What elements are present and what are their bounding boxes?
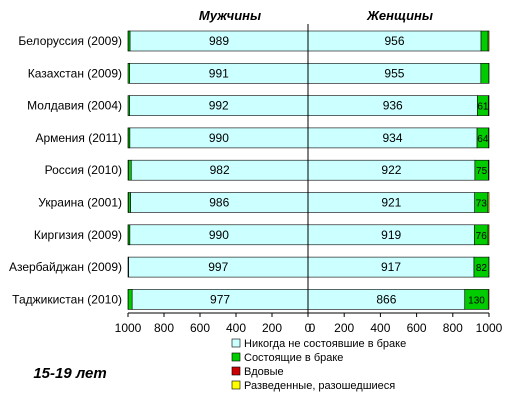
- legend-label: Вдовые: [244, 366, 284, 378]
- tick-label-men: 0: [305, 321, 312, 335]
- tick-label-women: 400: [370, 321, 390, 335]
- tick-label-women: 800: [443, 321, 463, 335]
- value-label-men: 991: [209, 66, 229, 80]
- legend-swatch: [231, 352, 241, 362]
- legend-swatch: [231, 380, 241, 390]
- legend-swatch: [231, 366, 241, 376]
- chart-row: Украина (2001) 986 921 73: [38, 192, 490, 213]
- bar-women-series-3: [488, 95, 490, 116]
- value-label-women: 917: [381, 260, 401, 274]
- tick-label-women: 0: [309, 321, 316, 335]
- bar-men-series-1: [128, 192, 131, 213]
- chart-row: Таджикистан (2010) 977 866 130: [12, 289, 490, 310]
- bar-men-series-1: [127, 95, 130, 116]
- bar-men-series-1: [127, 256, 129, 278]
- value-label-women: 921: [381, 196, 401, 210]
- value-label-women: 919: [381, 228, 401, 242]
- row-label: Киргизия (2009): [34, 228, 122, 242]
- bar-women-series-1: [480, 62, 490, 84]
- bar-women-series-3: [487, 289, 490, 310]
- bar-women-series-3: [487, 224, 490, 246]
- value-label-women: 934: [383, 131, 403, 145]
- value-label-women-married: 75: [476, 166, 488, 177]
- value-label-women-married: 73: [476, 199, 488, 210]
- bar-women-series-3: [487, 30, 490, 52]
- chart-rows: Белоруссия (2009) 989 956 Казахстан (2009) 9…: [9, 30, 490, 310]
- tick-label-men: 800: [154, 321, 174, 335]
- bar-women-series-1: [480, 30, 489, 52]
- chart-row: Казахстан (2009) 991 955: [28, 62, 490, 84]
- legend-label: Никогда не состоявшие в браке: [244, 338, 406, 350]
- row-label: Азербайджан (2009): [9, 260, 122, 274]
- row-label: Белоруссия (2009): [18, 34, 122, 48]
- chart-row: Азербайджан (2009) 997 917 82: [9, 256, 490, 278]
- value-label-women-married: 130: [468, 295, 485, 306]
- age-group-note: 15-19 лет: [33, 365, 106, 382]
- tick-label-men: 600: [190, 321, 210, 335]
- men-panel-title: Мужчины: [199, 8, 261, 23]
- value-label-men: 990: [209, 131, 229, 145]
- chart-row: Россия (2010) 982 922 75: [45, 159, 490, 181]
- value-label-women: 922: [381, 163, 401, 177]
- tick-label-women: 1000: [476, 321, 503, 335]
- tick-label-women: 200: [334, 321, 354, 335]
- value-label-men: 982: [210, 163, 230, 177]
- value-label-women: 866: [376, 292, 396, 306]
- bar-women-series-3: [488, 159, 490, 181]
- legend-label: Разведенные, разошедшиеся: [244, 380, 395, 392]
- chart-legend: Никогда не состоявшие в браке Состоящие в…: [231, 338, 406, 392]
- row-label: Таджикистан (2010): [12, 292, 122, 306]
- row-label: Армения (2011): [35, 131, 122, 145]
- value-label-women: 955: [384, 66, 404, 80]
- value-label-women-married: 61: [477, 102, 489, 113]
- legend-label: Состоящие в браке: [244, 352, 343, 364]
- bar-men-series-1: [128, 159, 132, 181]
- tick-label-women: 600: [407, 321, 427, 335]
- row-label: Казахстан (2009): [28, 66, 122, 80]
- tick-label-men: 200: [262, 321, 282, 335]
- bar-men-series-1: [127, 289, 133, 310]
- bar-women-series-3: [487, 192, 490, 213]
- value-label-women-married: 64: [477, 134, 489, 145]
- value-label-men: 992: [209, 99, 229, 113]
- bar-men-series-1: [127, 62, 130, 84]
- chart-row: Белоруссия (2009) 989 956: [18, 30, 490, 52]
- row-label: Россия (2010): [45, 163, 122, 177]
- value-label-women-married: 76: [476, 231, 488, 242]
- value-label-women: 956: [385, 34, 405, 48]
- value-label-men: 997: [208, 260, 228, 274]
- legend-swatch: [231, 338, 241, 348]
- chart-row: Киргизия (2009) 990 919 76: [34, 224, 490, 246]
- row-label: Молдавия (2004): [27, 99, 122, 113]
- value-label-men: 977: [210, 292, 230, 306]
- value-label-men: 990: [209, 228, 229, 242]
- value-label-men: 986: [209, 196, 229, 210]
- tick-label-men: 1000: [115, 321, 142, 335]
- value-label-women-married: 82: [476, 263, 488, 274]
- chart-row: Молдавия (2004) 992 936 61: [27, 95, 490, 116]
- chart-axes: 1000 800 600 400 200 00 200 400 600 800 1000: [115, 24, 503, 335]
- women-panel-title: Женщины: [366, 8, 433, 23]
- value-label-women: 936: [383, 99, 403, 113]
- value-label-men: 989: [209, 34, 229, 48]
- row-label: Украина (2001): [38, 196, 122, 210]
- tick-label-men: 400: [226, 321, 246, 335]
- chart-row: Армения (2011) 990 934 64: [35, 127, 490, 149]
